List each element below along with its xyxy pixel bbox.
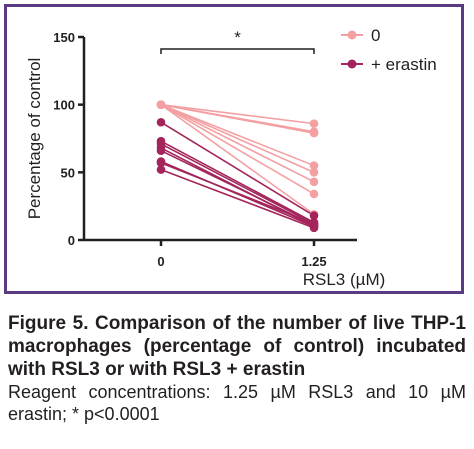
series-0-pair-line xyxy=(160,103,315,195)
chart-axes: 0 50 100 150 0 1.25 Percentage of control RSL3 … xyxy=(25,30,385,289)
x-axis-title: RSL3 (µM) xyxy=(303,270,386,289)
y-tick-label: 100 xyxy=(53,98,75,113)
legend-label-0: 0 xyxy=(371,26,380,45)
series-0-pair-line xyxy=(160,104,315,215)
y-axis-title: Percentage of control xyxy=(25,58,44,220)
series-0-point xyxy=(309,189,319,199)
series-1-pair-line xyxy=(160,149,315,226)
y-tick-label: 50 xyxy=(61,165,75,180)
y-tick-label: 150 xyxy=(53,30,75,45)
series-1-pair-line xyxy=(160,121,315,217)
series-0-point xyxy=(309,119,319,128)
y-tick-label: 0 xyxy=(68,233,75,248)
caption-title: Figure 5. Comparison of the number of li… xyxy=(8,313,466,380)
caption-note: Reagent concentrations: 1.25 µM RSL3 and… xyxy=(8,382,466,424)
series-1-point xyxy=(309,223,319,233)
series-0-pair-line xyxy=(160,103,315,174)
series-0-pair-line xyxy=(160,103,315,125)
figure-panel: 0 50 100 150 0 1.25 Percentage of control RSL3 … xyxy=(4,4,464,294)
significance-label: * xyxy=(234,28,241,47)
series-0-point xyxy=(309,168,319,177)
series-0-pair-line xyxy=(160,103,315,183)
series-0-pair-line xyxy=(160,103,315,134)
legend-marker-1 xyxy=(347,59,357,69)
significance-bracket xyxy=(160,48,315,54)
series-1-point xyxy=(309,211,319,220)
series-0-point xyxy=(309,128,319,138)
legend-label-1: + erastin xyxy=(371,55,437,74)
series-1-pair-line xyxy=(160,168,315,229)
series-1-point xyxy=(156,158,166,168)
chart-legend: 0 + erastin xyxy=(341,26,437,74)
series-0-pair-line xyxy=(160,103,315,167)
chart-lines xyxy=(160,103,315,229)
series-1-pair-line xyxy=(160,162,315,225)
series-1-point xyxy=(156,117,166,127)
legend-marker-0 xyxy=(347,30,357,40)
series-1-point xyxy=(156,165,166,174)
chart-points xyxy=(156,100,319,233)
series-0-point xyxy=(156,100,166,109)
series-0-point xyxy=(309,161,319,170)
figure-caption: Figure 5. Comparison of the number of li… xyxy=(8,312,466,425)
series-0-point xyxy=(309,177,319,187)
chart: 0 50 100 150 0 1.25 Percentage of control RSL3 … xyxy=(25,26,437,289)
series-1-point xyxy=(156,146,166,155)
series-1-pair-line xyxy=(160,143,315,225)
x-tick-label: 0 xyxy=(157,254,164,269)
x-tick-label: 1.25 xyxy=(301,254,326,269)
chart-annotation: * xyxy=(160,28,315,54)
series-1-pair-line xyxy=(160,140,315,224)
